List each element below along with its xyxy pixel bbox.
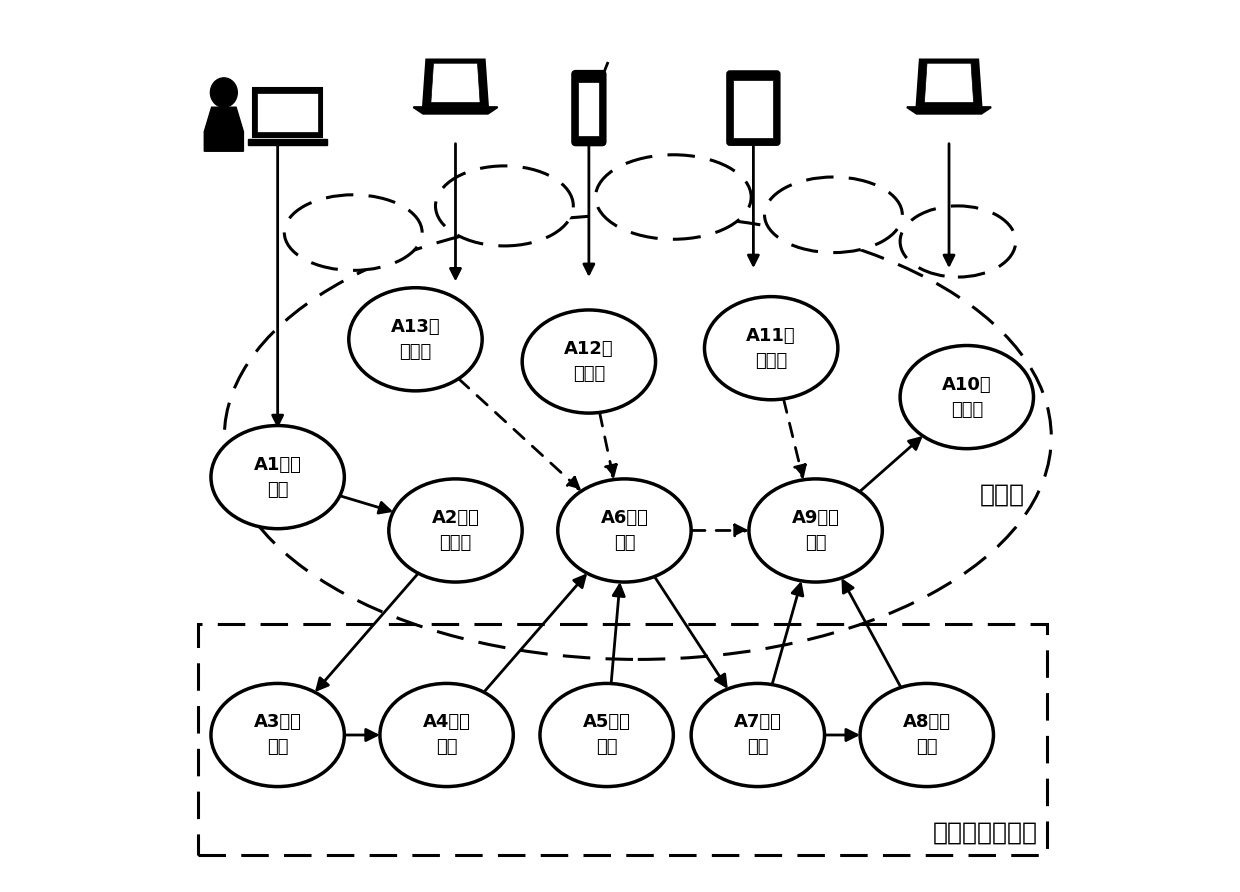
- Polygon shape: [906, 107, 991, 113]
- Ellipse shape: [704, 297, 838, 400]
- Ellipse shape: [595, 155, 751, 239]
- Ellipse shape: [211, 78, 237, 107]
- Text: A5格口
变化: A5格口 变化: [583, 714, 631, 756]
- Ellipse shape: [435, 166, 573, 246]
- Ellipse shape: [765, 177, 903, 252]
- Ellipse shape: [900, 206, 1016, 277]
- Text: A4条码
阅读: A4条码 阅读: [423, 714, 470, 756]
- FancyBboxPatch shape: [727, 71, 780, 145]
- Ellipse shape: [900, 345, 1033, 449]
- Text: A9结袋
封发: A9结袋 封发: [791, 509, 839, 552]
- FancyBboxPatch shape: [257, 93, 317, 132]
- Ellipse shape: [861, 683, 993, 787]
- Ellipse shape: [348, 288, 482, 391]
- Ellipse shape: [284, 194, 422, 270]
- Polygon shape: [413, 107, 497, 113]
- Text: A2供包
预处理: A2供包 预处理: [432, 509, 480, 552]
- Text: A8结袋
操作: A8结袋 操作: [903, 714, 951, 756]
- Text: A7包裹
落格: A7包裹 落格: [734, 714, 781, 756]
- Ellipse shape: [691, 683, 825, 787]
- Ellipse shape: [211, 425, 345, 529]
- Text: A1信息
下载: A1信息 下载: [254, 456, 301, 499]
- FancyBboxPatch shape: [248, 139, 326, 145]
- Polygon shape: [924, 63, 973, 103]
- Ellipse shape: [389, 479, 522, 582]
- Ellipse shape: [379, 683, 513, 787]
- Text: A3供包
上机: A3供包 上机: [254, 714, 301, 756]
- FancyBboxPatch shape: [572, 71, 605, 145]
- FancyBboxPatch shape: [253, 87, 321, 136]
- Polygon shape: [423, 60, 487, 106]
- Ellipse shape: [539, 683, 673, 787]
- Polygon shape: [430, 63, 480, 103]
- Text: A10信
息上传: A10信 息上传: [942, 376, 992, 418]
- Ellipse shape: [522, 310, 656, 413]
- Text: A12单
机监控: A12单 机监控: [564, 340, 614, 383]
- Text: 云平台: 云平台: [980, 483, 1024, 507]
- Ellipse shape: [558, 479, 691, 582]
- Polygon shape: [916, 60, 981, 106]
- Ellipse shape: [749, 479, 883, 582]
- Ellipse shape: [211, 683, 345, 787]
- FancyBboxPatch shape: [733, 80, 774, 138]
- Text: A6包裹
译码: A6包裹 译码: [600, 509, 649, 552]
- Text: A13集
中监控: A13集 中监控: [391, 318, 440, 360]
- Polygon shape: [205, 107, 243, 152]
- FancyBboxPatch shape: [578, 82, 599, 136]
- Text: A11系
统管理: A11系 统管理: [746, 326, 796, 369]
- Text: 单台分拣机现场: 单台分拣机现场: [932, 821, 1038, 845]
